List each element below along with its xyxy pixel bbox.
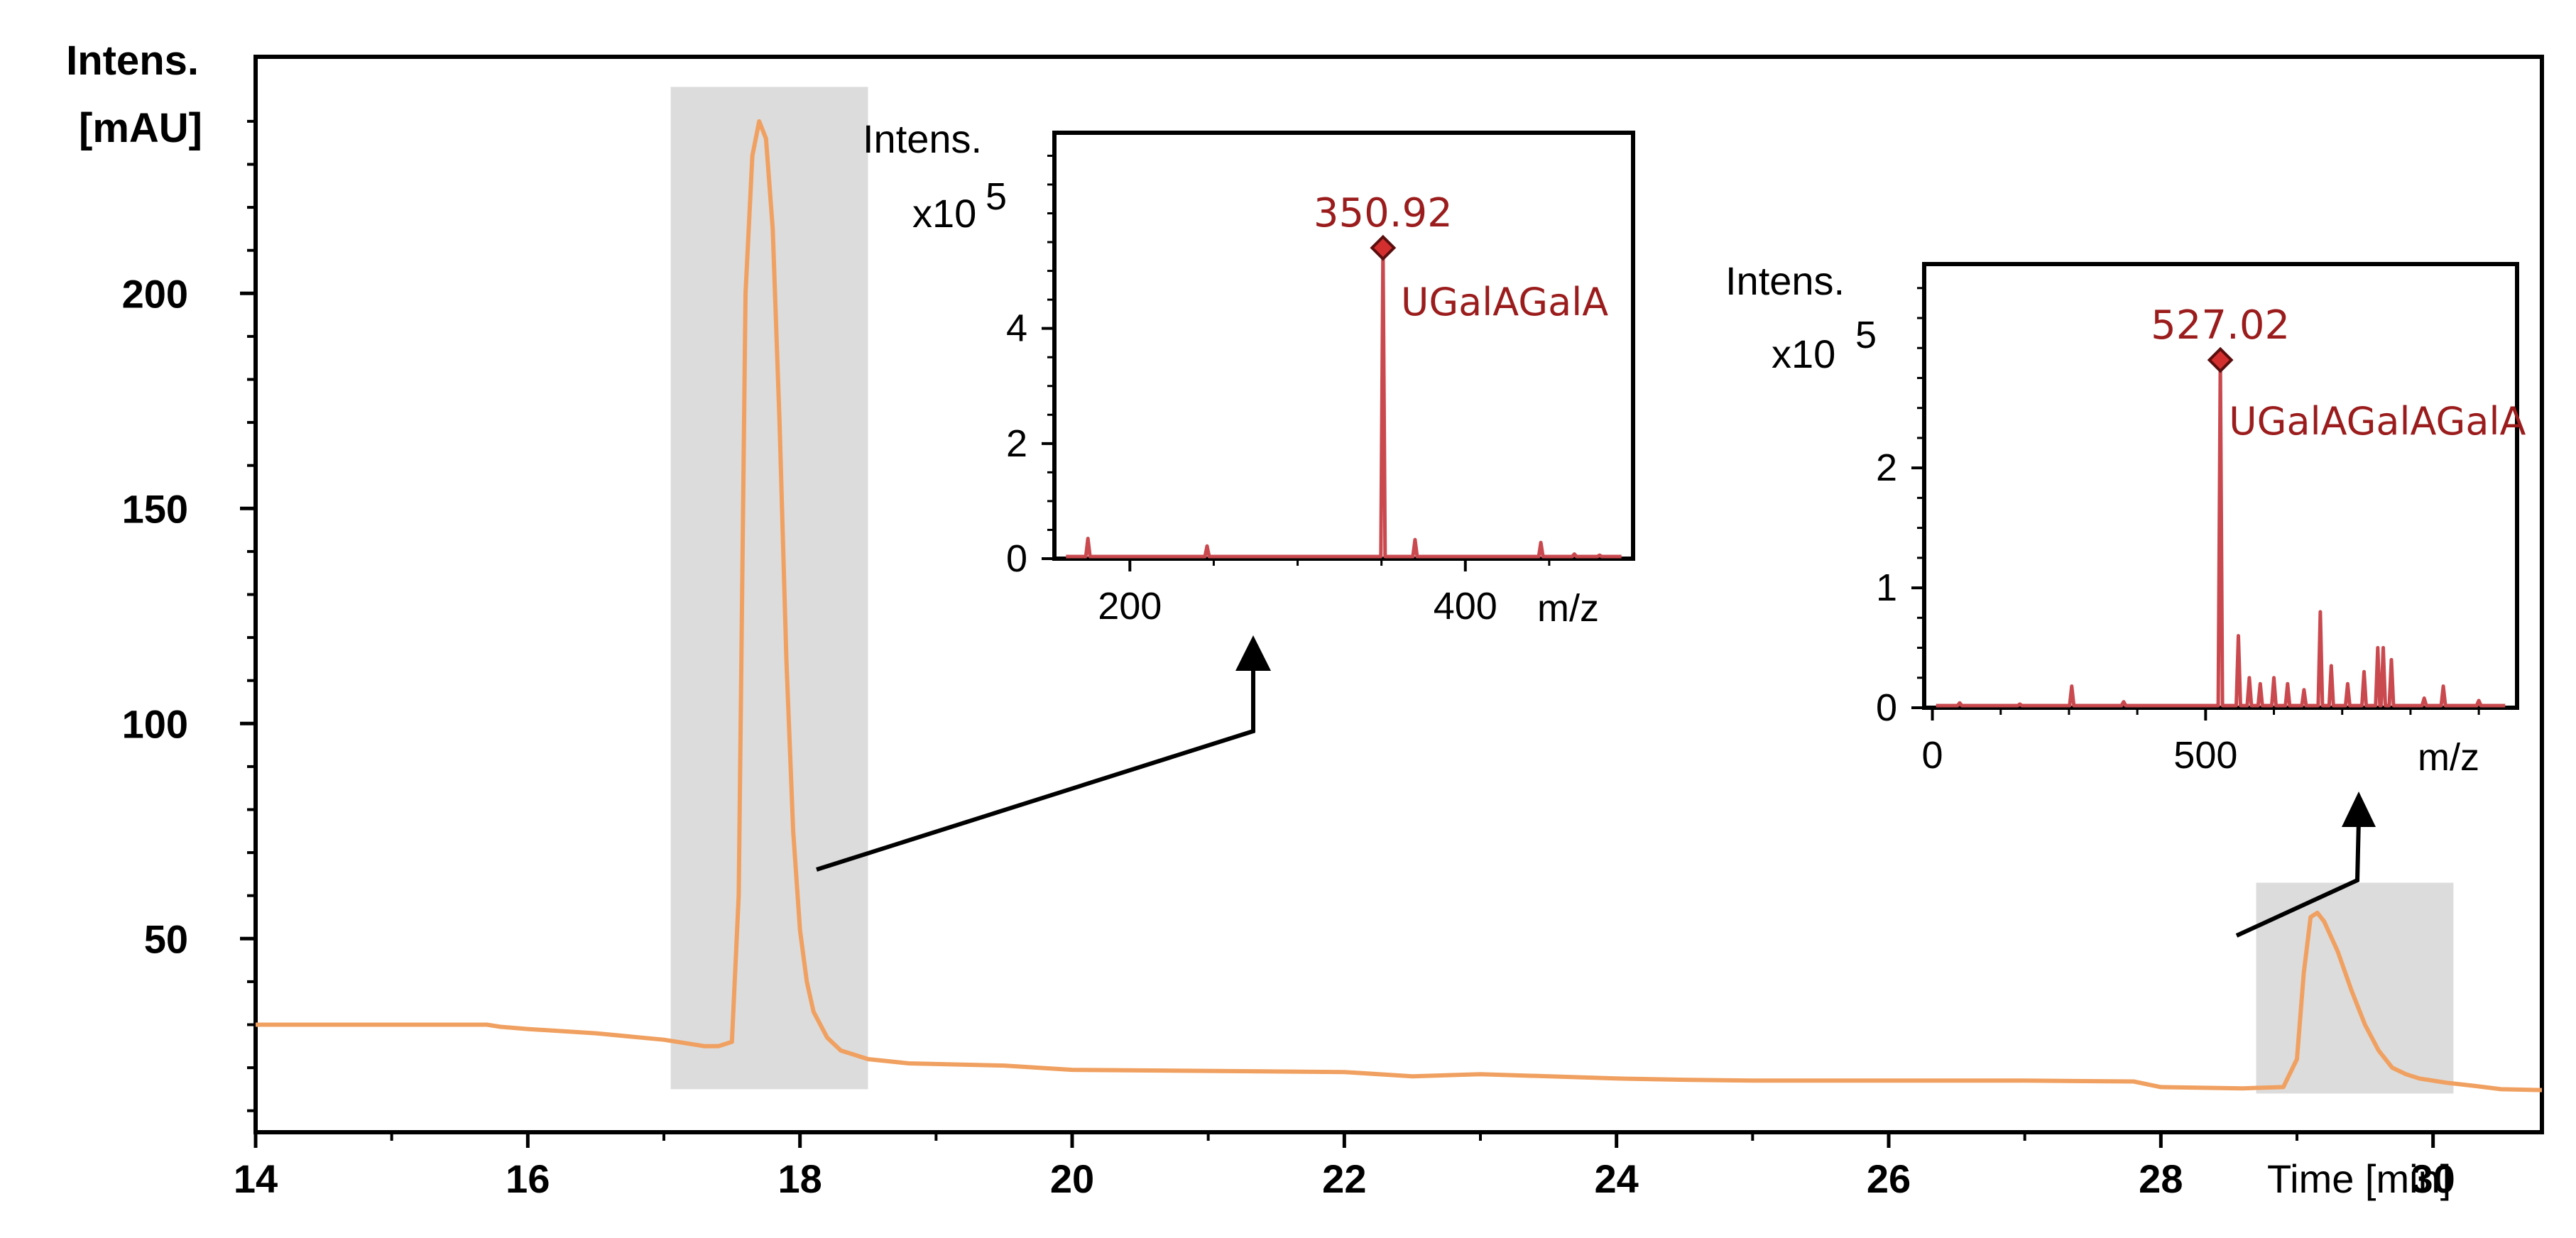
highlight-region-2 [2256,882,2454,1094]
x-tick-label: 26 [1867,1156,1911,1201]
inset-x-tick-label: 0 [1922,734,1943,777]
inset-x-tick-label: 200 [1098,585,1162,628]
inset1-xlabel: m/z [1537,587,1599,630]
inset-spectrum-1: 0 2 4 200 400 350.92 UGalAGalA Intens. x10 5 m… [863,116,1635,630]
inset1-ylabel-line2: x10 [912,191,976,236]
x-tick-label: 24 [1595,1156,1639,1201]
inset-y-tick-label: 2 [1006,422,1027,465]
y-tick-label: 150 [122,486,188,531]
y-tick-label: 200 [122,271,188,316]
inset-spectrum-2: 0 1 2 0 500 527.02 UGalAGalAGalA Intens. x10 5… [1725,258,2526,779]
arrow-peak2 [2235,819,2361,938]
x-tick-label: 18 [778,1156,822,1201]
inset2-ylabel-line2: x10 [1772,332,1835,376]
x-axis-label: Time [min] [2267,1156,2451,1201]
inset1-ylabel-line1: Intens. [863,116,982,161]
peak-name-label: UGalAGalAGalA [2229,399,2526,444]
inset2-xlabel: m/z [2418,736,2479,779]
highlight-regions [670,87,2454,1094]
uv-trace-line [256,119,2543,1092]
arrows [816,635,2376,938]
x-tick-label: 20 [1050,1156,1094,1201]
inset2-ylabel-line1: Intens. [1725,258,1845,303]
x-tick-label: 16 [506,1156,550,1201]
inset1-ylabel-exponent: 5 [986,175,1007,218]
y-tick-label: 50 [144,916,188,961]
spectrum-line [1066,246,1622,559]
inset-y-tick-label: 2 [1876,447,1897,489]
inset2-ylabel-exponent: 5 [1855,314,1877,356]
y-axis-label-line1: Intens. [66,38,199,84]
x-tick-label: 22 [1322,1156,1366,1201]
arrow-peak1-head [1235,635,1271,671]
inset-x-tick-label: 400 [1434,585,1497,628]
inset-y-tick-label: 0 [1876,686,1897,729]
x-tick-label: 30 [2411,1156,2455,1201]
y-axis-label-line2: [mAU] [79,105,202,151]
inset1-frame [1052,131,1635,561]
spectrum-line [1936,358,2506,708]
peak-marker [1370,234,1397,261]
arrow-peak2-head [2342,791,2376,827]
main-trace [256,119,2543,1092]
peak-mz-label: 350.92 [1314,190,1453,236]
y-tick-label: 100 [122,701,188,746]
inset-y-tick-label: 1 [1876,566,1897,609]
inset-y-tick-label: 4 [1006,307,1027,350]
peak-marker [2207,346,2234,373]
peak-name-label: UGalAGalA [1401,280,1608,324]
peak-mz-label: 527.02 [2151,302,2290,349]
arrow-peak1 [816,642,1255,872]
x-tick-label: 28 [2139,1156,2183,1201]
x-tick-label: 14 [234,1156,278,1201]
highlight-region-1 [670,87,868,1090]
inset-y-tick-label: 0 [1006,537,1027,580]
inset-x-tick-label: 500 [2173,734,2237,777]
